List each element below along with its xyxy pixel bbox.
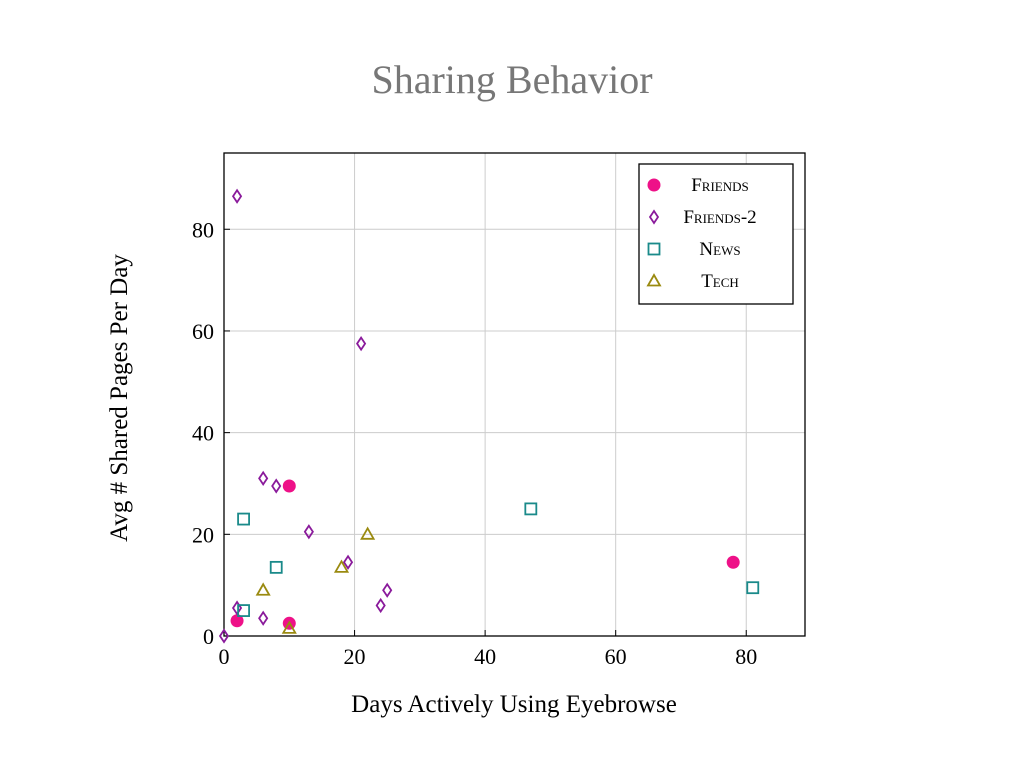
y-tick-label: 60	[192, 319, 214, 344]
legend-label-news: News	[699, 239, 740, 260]
friends-2-point	[258, 470, 269, 487]
legend-label-friends: Friends	[691, 175, 749, 196]
x-tick-label: 0	[219, 644, 230, 669]
news-point	[269, 560, 283, 574]
y-tick-label: 80	[192, 217, 214, 242]
friends-2-point	[258, 610, 269, 626]
news-point	[524, 502, 538, 516]
legend-item-tech: Tech	[646, 271, 739, 292]
legend-label-tech: Tech	[701, 271, 739, 292]
series-friends-2	[218, 188, 393, 644]
news-point	[746, 581, 760, 595]
y-axis-label: Avg # Shared Pages Per Day	[106, 254, 133, 542]
friends-2-point	[356, 336, 367, 352]
tech-point	[255, 582, 271, 596]
friends-point	[230, 614, 244, 628]
y-tick-label: 40	[192, 421, 214, 446]
friends-2-point	[218, 628, 230, 644]
series-friends	[230, 479, 740, 630]
friends-2-point	[303, 524, 314, 540]
legend-box	[638, 163, 794, 305]
friends-point	[282, 479, 296, 493]
x-tick-label: 80	[735, 644, 757, 669]
legend-marker-news	[647, 242, 661, 256]
plot-frame	[223, 152, 806, 637]
friends-2-point	[231, 188, 243, 204]
x-tick-label: 60	[605, 644, 627, 669]
news-point	[237, 512, 250, 526]
legend-label-friends-2: Friends-2	[683, 207, 756, 228]
y-tick-label: 0	[203, 624, 214, 649]
x-tick-label: 20	[344, 644, 366, 669]
series-news	[237, 502, 760, 617]
axis-ticks: 0 20 40 60 80 0 20 40 60 80	[192, 217, 757, 669]
data-points	[218, 188, 760, 644]
x-axis-label: Days Actively Using Eyebrowse	[351, 691, 677, 718]
friends-2-point	[342, 554, 354, 570]
legend-marker-friends-2	[648, 209, 660, 225]
series-tech	[255, 526, 376, 634]
tech-point	[281, 620, 297, 634]
tech-point	[333, 559, 350, 573]
legend-item-friends-2: Friends-2	[648, 207, 757, 228]
friends-2-point	[231, 600, 243, 616]
legend-item-news: News	[647, 239, 741, 260]
legend-marker-friends	[647, 178, 661, 192]
friends-2-point	[271, 478, 282, 494]
friends-2-point	[382, 582, 393, 598]
legend: Friends Friends-2 News Tech	[638, 163, 794, 305]
news-point	[237, 604, 250, 617]
y-tick-label: 20	[192, 522, 214, 547]
friends-point	[726, 555, 740, 569]
tech-point	[360, 526, 376, 540]
slide-title: Sharing Behavior	[371, 57, 653, 102]
legend-item-friends: Friends	[647, 175, 749, 196]
x-tick-label: 40	[474, 644, 496, 669]
legend-marker-tech	[646, 273, 662, 287]
friends-2-point	[375, 597, 386, 614]
